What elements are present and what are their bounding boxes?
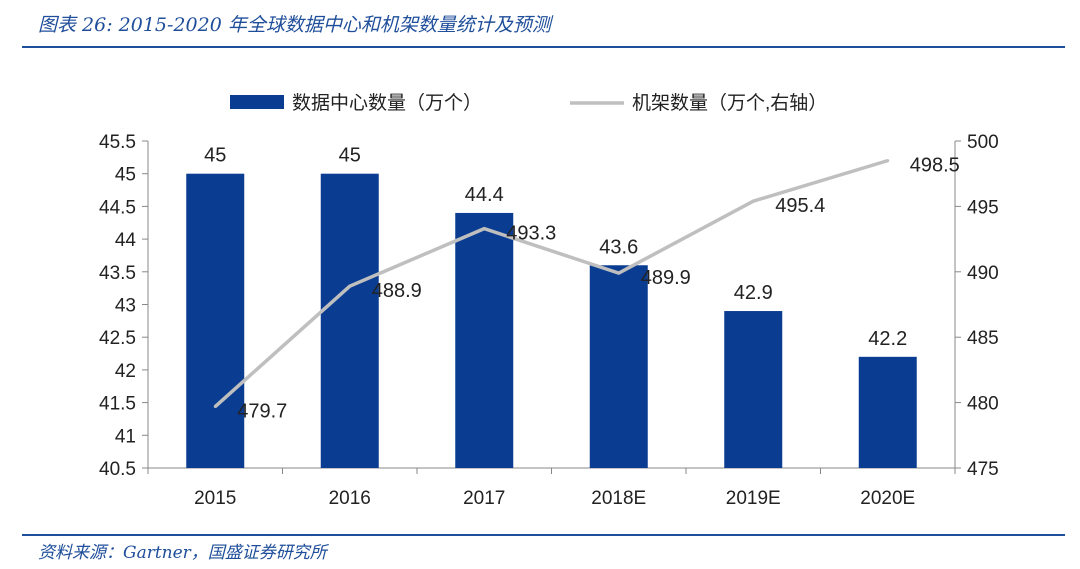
line-value-label: 495.4: [775, 195, 825, 217]
x-tick-label: 2020E: [860, 488, 915, 509]
y-left-tick-label: 42: [115, 361, 136, 382]
legend-bar-swatch: [230, 95, 284, 109]
x-tick-label: 2015: [194, 488, 236, 509]
line-point: [213, 405, 217, 409]
bar-value-label: 42.2: [868, 328, 907, 350]
y-left-tick-label: 41: [115, 426, 136, 447]
bar: [320, 173, 379, 468]
data-labels: 45 45 44.4 43.6 42.9 42.2 479.7 488.9 493.3 489.9…: [204, 145, 960, 423]
y-left-tick-label: 43.5: [99, 263, 136, 284]
bar-value-label: 45: [204, 145, 226, 167]
line-point: [617, 271, 621, 275]
y-left-tick-label: 44: [115, 230, 137, 251]
line-value-label: 479.7: [237, 401, 287, 423]
bar-value-label: 42.9: [734, 282, 773, 304]
bar: [186, 173, 245, 468]
figure-title: 图表 26: 2015-2020 年全球数据中心和机架数量统计及预测: [38, 14, 551, 36]
title-divider: [22, 46, 1065, 48]
y-right-tick-label: 475: [967, 459, 999, 480]
bar-value-label: 45: [339, 145, 361, 167]
legend: 数据中心数量（万个） 机架数量（万个,右轴）: [230, 92, 827, 114]
line-point: [886, 159, 890, 163]
line-value-label: 489.9: [641, 267, 691, 289]
bar-value-label: 44.4: [465, 184, 504, 206]
line-value-label: 498.5: [910, 155, 960, 177]
x-tick-label: 2017: [463, 488, 505, 509]
x-tick-label: 2018E: [591, 488, 646, 509]
axes: 40.5 41 41.5 42 42.5 43 43.5 44 44.5 45 45.5 475 480…: [99, 132, 999, 509]
bar: [455, 212, 514, 468]
y-left-tick-label: 40.5: [99, 459, 136, 480]
y-left-tick-label: 42.5: [99, 328, 136, 349]
bar: [858, 356, 917, 468]
y-right-tick-label: 495: [967, 197, 999, 218]
x-tick-label: 2016: [329, 488, 371, 509]
source-note: 资料来源：Gartner，国盛证券研究所: [38, 543, 327, 563]
y-left-tick-label: 45: [115, 165, 136, 186]
bar: [724, 311, 783, 468]
line-point: [482, 227, 486, 231]
y-left-tick-label: 41.5: [99, 394, 136, 415]
bar-series: [186, 173, 917, 468]
y-left-tick-label: 45.5: [99, 132, 136, 153]
y-right-tick-label: 480: [967, 394, 999, 415]
line-value-label: 493.3: [506, 223, 556, 245]
legend-line-label: 机架数量（万个,右轴）: [632, 92, 827, 114]
legend-bar-label: 数据中心数量（万个）: [292, 92, 482, 114]
line-path: [214, 158, 889, 408]
y-right-tick-label: 490: [967, 263, 999, 284]
y-left-tick-label: 44.5: [99, 197, 136, 218]
line-point: [348, 284, 352, 288]
y-left-tick-label: 43: [115, 296, 136, 317]
line-value-label: 488.9: [372, 280, 422, 302]
line-point: [751, 199, 755, 203]
line-series: [213, 158, 890, 409]
bar: [589, 265, 648, 468]
y-right-tick-label: 500: [967, 132, 999, 153]
bar-value-label: 43.6: [599, 236, 638, 258]
y-right-tick-label: 485: [967, 328, 999, 349]
x-tick-label: 2019E: [726, 488, 781, 509]
source-divider: [22, 534, 1065, 536]
